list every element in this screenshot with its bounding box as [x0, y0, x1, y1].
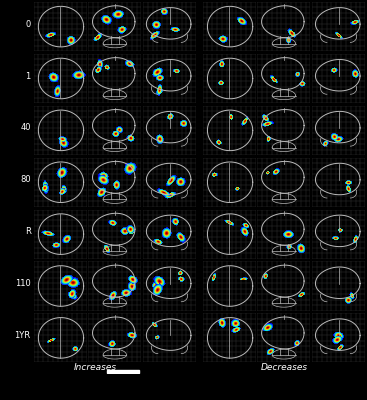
Text: 110: 110	[15, 279, 31, 288]
Text: Increases: Increases	[74, 363, 117, 372]
Text: Decreases: Decreases	[260, 363, 308, 372]
Text: R: R	[25, 227, 31, 236]
Bar	[107, 370, 139, 373]
Text: 40: 40	[20, 124, 31, 132]
Text: 1: 1	[25, 72, 31, 80]
Text: 1YR: 1YR	[15, 331, 31, 340]
Text: 80: 80	[20, 175, 31, 184]
Text: 0: 0	[25, 20, 31, 29]
